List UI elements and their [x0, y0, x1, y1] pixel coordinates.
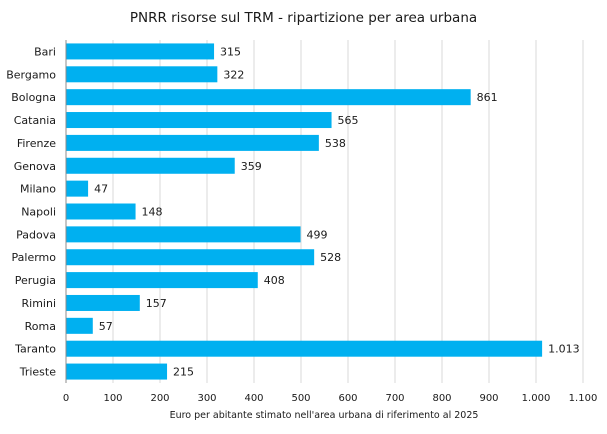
- value-label: 565: [338, 114, 359, 127]
- x-tick-label: 400: [244, 393, 263, 404]
- x-tick-label: 900: [479, 393, 498, 404]
- x-tick-label: 100: [103, 393, 122, 404]
- bar: [66, 66, 218, 83]
- value-label: 157: [146, 297, 167, 310]
- category-label: Milano: [20, 183, 56, 196]
- x-tick-label: 700: [385, 393, 404, 404]
- value-label: 47: [94, 183, 108, 196]
- x-tick-label: 300: [197, 393, 216, 404]
- bar: [66, 180, 89, 197]
- value-label: 1.013: [548, 343, 580, 356]
- chart-title: PNRR risorse sul TRM - ripartizione per …: [130, 10, 477, 26]
- value-labels: 315 322 861 565 538 359 47 148 499 528 408 157 57 1.0…: [94, 45, 580, 378]
- value-label: 861: [477, 91, 498, 104]
- category-label: Bergamo: [6, 68, 56, 81]
- value-label: 148: [142, 206, 163, 219]
- category-label: Palermo: [12, 251, 57, 264]
- category-label: Firenze: [17, 137, 56, 150]
- category-labels: Bari Bergamo Bologna Catania Firenze Genova Mi…: [6, 45, 56, 378]
- bar: [66, 272, 258, 289]
- category-label: Rimini: [22, 297, 57, 310]
- x-tick-label: 600: [338, 393, 357, 404]
- value-label: 499: [307, 228, 328, 241]
- bar: [66, 249, 315, 266]
- bar: [66, 134, 319, 151]
- x-tick-label: 800: [432, 393, 451, 404]
- value-label: 528: [320, 251, 341, 264]
- bar: [66, 89, 471, 106]
- x-tick-label: 200: [150, 393, 169, 404]
- bar: [66, 43, 215, 60]
- value-label: 408: [264, 274, 285, 287]
- x-tick-label: 0: [63, 393, 69, 404]
- category-label: Padova: [16, 228, 56, 241]
- x-tick-label: 500: [291, 393, 310, 404]
- bar: [66, 363, 168, 380]
- bar: [66, 112, 332, 129]
- bar: [66, 203, 136, 220]
- category-label: Catania: [14, 114, 56, 127]
- x-tick-label: 1.000: [522, 393, 551, 404]
- value-label: 538: [325, 137, 346, 150]
- value-label: 215: [173, 366, 194, 379]
- category-label: Taranto: [14, 343, 56, 356]
- category-label: Perugia: [15, 274, 56, 287]
- value-label: 322: [223, 68, 244, 81]
- value-label: 57: [99, 320, 113, 333]
- category-label: Roma: [25, 320, 56, 333]
- bar: [66, 340, 543, 357]
- bar: [66, 157, 235, 174]
- category-label: Bari: [34, 45, 56, 58]
- category-label: Trieste: [19, 366, 56, 379]
- x-tick-labels: 0 100 200 300 400 500 600 700 800 900 1.000 1.100: [63, 393, 598, 404]
- value-label: 359: [241, 160, 262, 173]
- category-label: Napoli: [21, 206, 56, 219]
- category-label: Genova: [14, 160, 56, 173]
- bar: [66, 226, 301, 243]
- bars: [66, 43, 543, 380]
- bar: [66, 317, 93, 334]
- value-label: 315: [220, 45, 241, 58]
- bar: [66, 294, 140, 311]
- x-axis-label: Euro per abitante stimato nell'area urba…: [170, 410, 479, 421]
- x-tick-label: 1.100: [569, 393, 598, 404]
- category-label: Bologna: [11, 91, 56, 104]
